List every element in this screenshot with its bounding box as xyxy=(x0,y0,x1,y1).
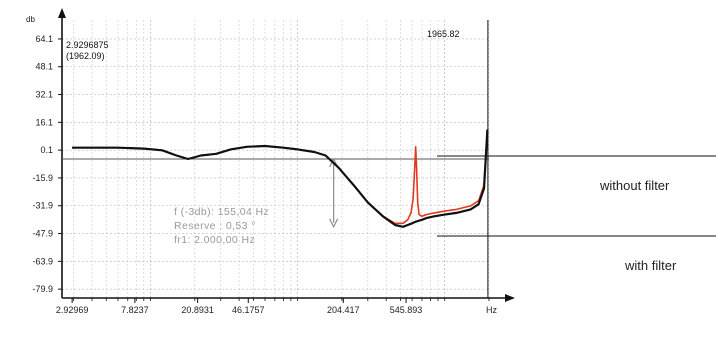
callout-label-without-filter: without filter xyxy=(599,178,670,193)
y-tick-label: 64.1 xyxy=(35,34,53,44)
cursor-readout-value: 2.9296875 xyxy=(66,40,109,50)
plot-area xyxy=(62,20,489,298)
y-tick-label: 0.1 xyxy=(40,145,53,155)
x-tick-label: 46.1757 xyxy=(232,305,265,315)
series-line-with-filter xyxy=(72,129,489,228)
x-axis-arrow xyxy=(505,294,515,302)
info-line-3: fr1: 2.000,00 Hz xyxy=(174,234,255,246)
x-tick-label: 545.893 xyxy=(390,305,423,315)
y-axis-arrow xyxy=(58,8,66,18)
axes xyxy=(58,8,515,303)
y-tick-label: 48.1 xyxy=(35,62,53,72)
x-tick-labels: 2.92969 7.8237 20.8931 46.1757 204.417 545.89… xyxy=(56,305,422,315)
y-tick-label: -47.9 xyxy=(32,229,53,239)
y-tick-label: 16.1 xyxy=(35,117,53,127)
grid xyxy=(62,20,490,298)
y-tick-label: 32.1 xyxy=(35,90,53,100)
x-tick-label: 7.8237 xyxy=(121,305,149,315)
x-unit-label: Hz xyxy=(486,305,497,315)
x-tick-label: 2.92969 xyxy=(56,305,89,315)
cursor-readout-secondary: (1962.09) xyxy=(66,51,105,61)
marker-label: 1965.82 xyxy=(427,29,460,39)
x-tick-label: 20.8931 xyxy=(181,305,214,315)
cutoff-arrow-head-bottom xyxy=(329,218,339,229)
y-tick-label: -31.9 xyxy=(32,201,53,211)
series-line-without-filter xyxy=(72,129,489,225)
y-unit-label: db xyxy=(26,15,35,24)
callout-label-with-filter: with filter xyxy=(624,258,677,273)
y-tick-label: -63.9 xyxy=(32,256,53,266)
y-tick-label: -79.9 xyxy=(32,284,53,294)
y-tick-label: -15.9 xyxy=(32,173,53,183)
info-line-1: f (-3db): 155,04 Hz xyxy=(174,206,269,218)
y-tick-labels: 64.1 48.1 32.1 16.1 0.1 -15.9 -31.9 -47.9 -63.9 -… xyxy=(32,34,53,294)
x-tick-label: 204.417 xyxy=(327,305,360,315)
info-line-2: Reserve : 0,53 ° xyxy=(174,220,256,232)
